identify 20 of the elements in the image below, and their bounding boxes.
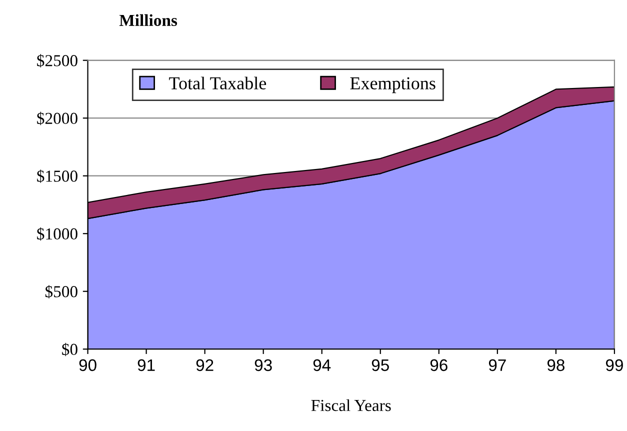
y-tick-label: $1000 xyxy=(37,227,78,241)
y-tick-label: $0 xyxy=(62,342,78,356)
y-tick-label: $2000 xyxy=(37,112,78,126)
x-tick-label: 91 xyxy=(138,359,155,372)
x-tick-label: 92 xyxy=(196,359,214,372)
x-tick-label: 98 xyxy=(547,359,564,372)
y-tick-label: $2500 xyxy=(37,54,78,68)
legend-label: Total Taxable xyxy=(169,76,266,90)
x-tick-label: 96 xyxy=(430,359,448,372)
x-tick-label: 99 xyxy=(606,359,623,372)
x-axis-title: Fiscal Years xyxy=(311,399,391,412)
x-tick-label: 95 xyxy=(372,359,389,372)
y-tick-label: $1500 xyxy=(37,170,78,183)
legend-label: Exemptions xyxy=(350,77,436,94)
x-tick-label: 90 xyxy=(79,359,96,372)
y-axis-title: Millions xyxy=(119,14,178,26)
x-tick-label: 97 xyxy=(488,359,506,372)
y-tick-label: $500 xyxy=(45,285,78,298)
x-tick-label: 93 xyxy=(254,359,272,372)
x-tick-label: 94 xyxy=(313,359,331,372)
